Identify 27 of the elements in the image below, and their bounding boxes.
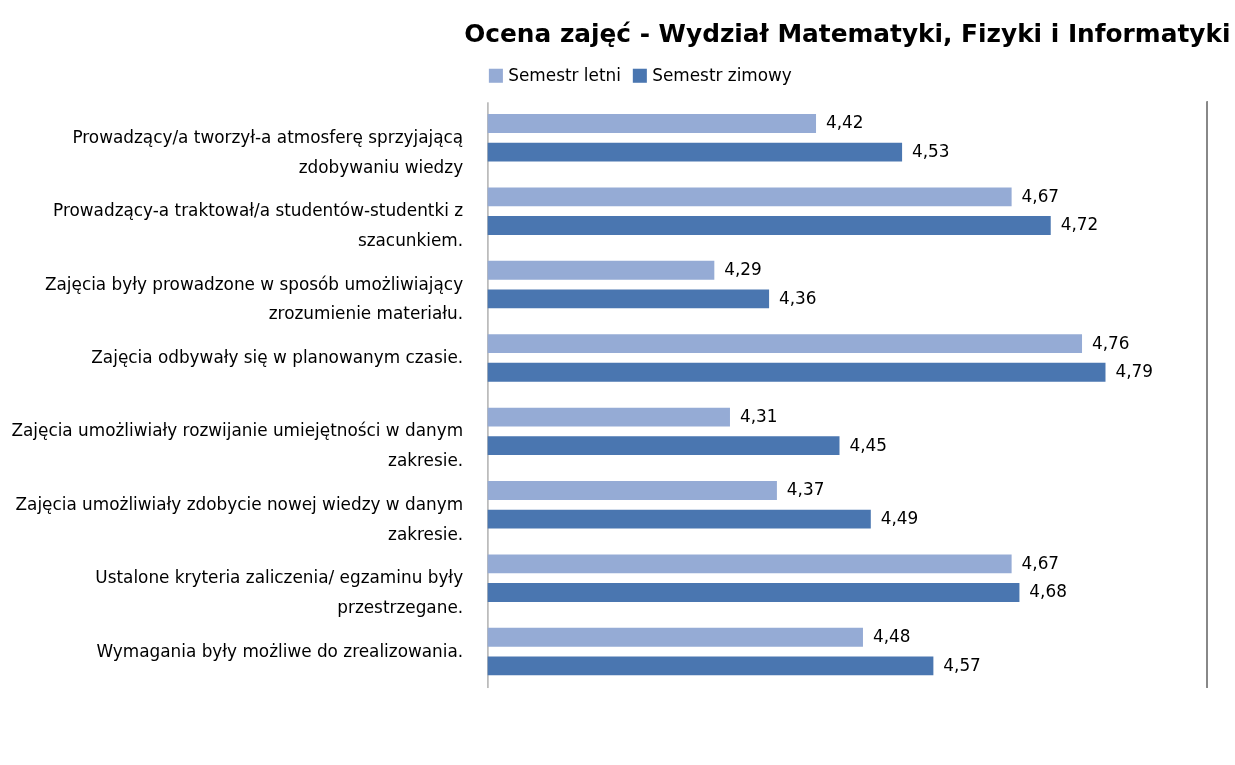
data-label: 4,67 (1021, 552, 1060, 573)
data-label: 4,42 (825, 112, 864, 133)
data-label: 4,68 (1029, 581, 1067, 602)
data-label: 4,48 (872, 626, 911, 647)
y-tick-label: Ustalone kryteria zaliczenia/ egzaminu były przestrzegane. (95, 567, 464, 617)
data-label: 4,29 (724, 259, 762, 280)
data-label: 4,57 (943, 654, 981, 675)
data-label: 4,31 (739, 406, 778, 427)
data-label: 4,53 (912, 141, 950, 162)
data-label: 4,79 (1115, 361, 1153, 382)
data-label: 4,49 (880, 508, 919, 529)
y-tick-label: Prowadzący-a traktował/a studentów-studentki z szacunkiem. (53, 200, 464, 250)
y-tick-label: Wymagania były możliwe do zrealizowania. (96, 640, 464, 661)
y-tick-label: Zajęcia umożliwiały rozwijanie umiejętności w danym zakresie. (11, 420, 464, 471)
data-label: 4,45 (849, 434, 887, 455)
chart-title: Ocena zajęć - Wydział Matematyki, Fizyki i Informatyki (464, 19, 1231, 49)
y-tick-label: Zajęcia były prowadzone w sposób umożliwiający zrozumienie materiału. (44, 273, 464, 324)
data-label: 4,36 (779, 287, 817, 308)
data-label: 4,72 (1060, 214, 1099, 235)
legend-label: Semestr zimowy (652, 64, 792, 85)
data-label: 4,67 (1021, 185, 1060, 206)
y-tick-label: Zajęcia odbywały się w planowanym czasie. (91, 346, 464, 367)
data-label: 4,76 (1091, 332, 1130, 353)
legend-label: Semestr letni (508, 64, 621, 85)
data-label: 4,37 (786, 479, 825, 500)
y-tick-label: Zajęcia umożliwiały zdobycie nowej wiedzy w danym zakresie. (15, 493, 464, 544)
y-tick-label: Prowadzący/a tworzył-a atmosferę sprzyjającą zdobywaniu wiedzy (72, 126, 464, 177)
